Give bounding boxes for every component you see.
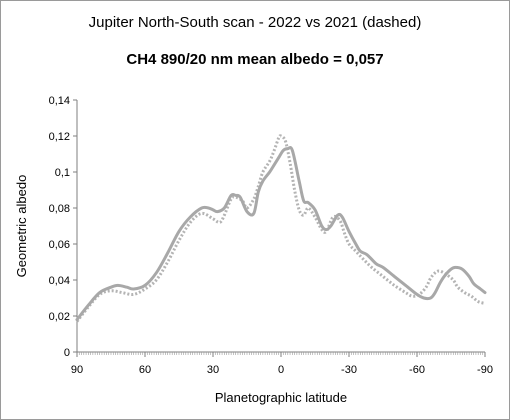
y-tick-label: 0 (64, 347, 70, 359)
chart-subtitle: CH4 890/20 nm mean albedo = 0,057 (126, 51, 384, 68)
series-line-2022-solid (75, 145, 487, 322)
chart-title: Jupiter North-South scan - 2022 vs 2021 … (88, 14, 422, 31)
x-tick-label: -30 (341, 364, 357, 376)
y-tick-label: 0,08 (49, 203, 70, 215)
y-tick-label: 0,1 (55, 167, 70, 179)
y-tick-label: 0,06 (49, 239, 70, 251)
x-tick-label: 90 (71, 364, 83, 376)
x-axis-title: Planetographic latitude (215, 390, 347, 405)
y-tick-label: 0,12 (49, 131, 70, 143)
y-axis-title: Geometric albedo (14, 175, 29, 278)
x-tick-label: 0 (278, 364, 284, 376)
x-tick-label: 30 (207, 364, 219, 376)
x-tick-label: -90 (477, 364, 493, 376)
x-tick-label: -60 (409, 364, 425, 376)
x-tick-label: 60 (139, 364, 151, 376)
y-tick-label: 0,02 (49, 311, 70, 323)
series-line-2021-dashed (75, 134, 486, 323)
y-tick-label: 0,14 (49, 95, 70, 107)
y-tick-label: 0,04 (49, 275, 70, 287)
